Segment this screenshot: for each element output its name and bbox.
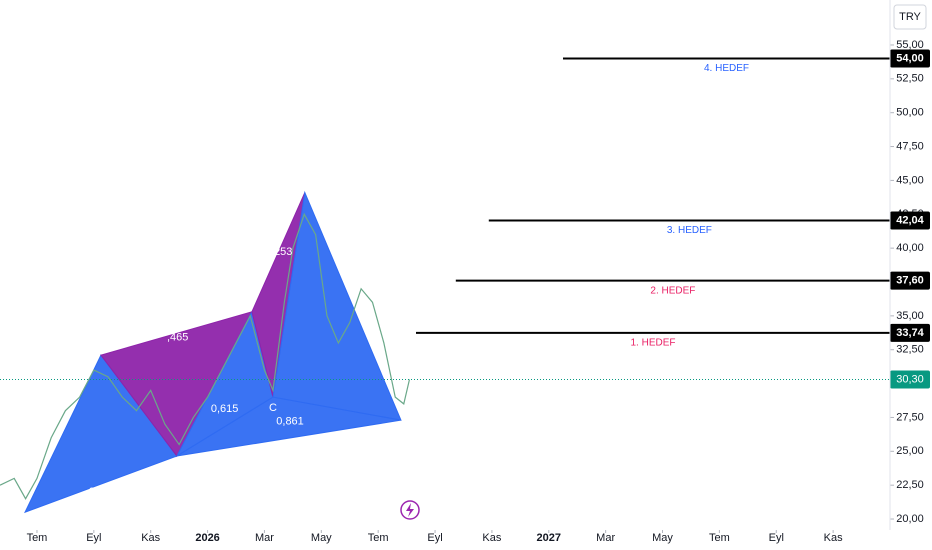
pattern-label: C: [269, 402, 277, 414]
y-tick-label: 35,00: [896, 310, 924, 322]
x-tick-label: Tem: [368, 532, 389, 544]
pattern-label: 0,861: [276, 415, 304, 427]
y-tick-label: 52,50: [896, 73, 924, 85]
y-tick-label: 55,00: [896, 39, 924, 51]
last-price-label: 30,30: [896, 373, 924, 385]
target-value-label: 33,74: [896, 327, 924, 339]
x-tick-label: Kas: [482, 532, 501, 544]
target-label: 4. HEDEF: [704, 63, 749, 74]
y-tick-label: 50,00: [896, 107, 924, 119]
x-tick-label: Kas: [141, 532, 160, 544]
lightning-icon[interactable]: [400, 500, 420, 520]
target-value-label: 42,04: [896, 214, 924, 226]
x-tick-label: Tem: [27, 532, 48, 544]
target-value-label: 37,60: [896, 275, 924, 287]
price-line: [0, 212, 411, 500]
target-label: 1. HEDEF: [630, 338, 675, 349]
y-tick-label: 27,50: [896, 411, 924, 423]
pattern-triangle: [176, 396, 402, 457]
currency-box[interactable]: [893, 4, 927, 30]
x-tick-label: 2026: [195, 532, 219, 544]
y-tick-label: 20,00: [896, 513, 924, 525]
pattern-label: 0,615: [211, 403, 239, 415]
y-tick-label: 47,50: [896, 140, 924, 152]
x-tick-label: Mar: [255, 532, 274, 544]
target-value-label: 54,00: [896, 52, 924, 64]
x-tick-label: Eyl: [86, 532, 101, 544]
target-tag: [890, 271, 930, 290]
x-tick-label: 2027: [537, 532, 561, 544]
target-tag: [890, 211, 930, 230]
x-tick-label: May: [652, 532, 673, 544]
x-tick-label: Eyl: [769, 532, 784, 544]
pattern-label: ,465: [167, 331, 188, 343]
target-label: 2. HEDEF: [650, 285, 695, 296]
y-tick-label: 32,50: [896, 344, 924, 356]
y-tick-label: 45,00: [896, 174, 924, 186]
last-price-tag: [890, 370, 930, 389]
y-tick-label: 40,00: [896, 242, 924, 254]
currency: TRY: [899, 11, 921, 23]
x-tick-label: Eyl: [427, 532, 442, 544]
x-tick-label: May: [311, 532, 332, 544]
y-tick-label: 25,00: [896, 445, 924, 457]
x-tick-label: Tem: [709, 532, 730, 544]
target-tag: [890, 323, 930, 342]
x-tick-label: Mar: [596, 532, 615, 544]
y-tick-label: 22,50: [896, 479, 924, 491]
x-tick-label: Kas: [824, 532, 843, 544]
pattern-label: 0,61: [89, 486, 110, 498]
pattern-label: 1,253: [265, 246, 293, 258]
target-tag: [890, 49, 930, 68]
target-label: 3. HEDEF: [667, 225, 712, 236]
